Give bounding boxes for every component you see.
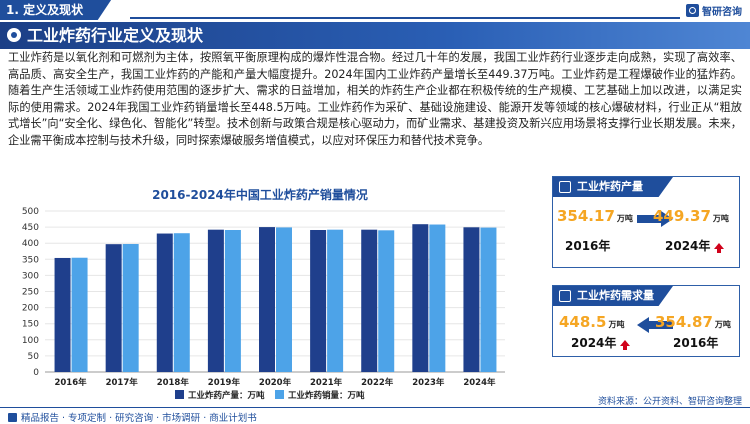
legend-swatch [275, 390, 284, 399]
brand-name: 智研咨询 [702, 7, 742, 18]
bar-sales [480, 227, 497, 372]
footer: 精品报告 · 专项定制 · 研究咨询 · 市场调研 · 商业计划书 资料来源：公… [0, 397, 750, 424]
sales-2016-value: 354.87 万吨 [655, 313, 731, 331]
y-tick-label: 0 [33, 368, 39, 378]
legend-label: 工业炸药销量：万吨 [288, 390, 365, 401]
x-tick-label: 2017年 [106, 377, 139, 388]
bar-production [463, 227, 480, 372]
y-tick-label: 400 [22, 239, 39, 249]
section-header: 1. 定义及现状 智研咨询 [0, 0, 750, 20]
x-tick-label: 2024年 [463, 377, 496, 388]
bar-production [259, 227, 275, 372]
sales-card-title: 工业炸药需求量 [577, 289, 654, 302]
production-2024-value: 449.37 万吨 [653, 207, 729, 225]
footer-left: 精品报告 · 专项定制 · 研究咨询 · 市场调研 · 商业计划书 [8, 410, 257, 424]
factory-icon [559, 181, 571, 193]
production-card-header: 工业炸药产量 [553, 177, 673, 197]
y-tick-label: 300 [22, 271, 39, 281]
chart-icon [559, 290, 571, 302]
report-icon [8, 412, 17, 422]
x-tick-label: 2018年 [157, 377, 190, 388]
bar-production [54, 257, 71, 372]
bar-production [310, 229, 327, 372]
y-tick-label: 500 [22, 207, 39, 217]
bar-sales [327, 229, 344, 372]
production-2024-unit: 万吨 [712, 214, 729, 223]
production-card: 工业炸药产量 354.17 万吨 449.37 万吨 2016年 2024年 [552, 176, 740, 268]
sales-card: 工业炸药需求量 448.5 万吨 354.87 万吨 2024年 2016年 [552, 285, 740, 357]
y-tick-label: 50 [28, 352, 40, 362]
bar-production [156, 233, 173, 372]
x-tick-label: 2021年 [310, 377, 343, 388]
bar-production [361, 229, 378, 372]
y-tick-label: 200 [22, 304, 39, 314]
legend-label: 工业炸药产量：万吨 [188, 390, 265, 401]
sales-right-year: 2016年 [673, 336, 719, 350]
bar-sales [378, 230, 395, 372]
production-left-year: 2016年 [565, 239, 611, 253]
sales-2024-unit: 万吨 [608, 320, 625, 329]
bar-sales [173, 233, 190, 372]
production-sales-chart: 0 50 100 150 200 250 300 350 400 450 500 2016年 2017年… [22, 207, 505, 401]
y-tick-label: 100 [22, 336, 39, 346]
footer-services: 精品报告 · 专项定制 · 研究咨询 · 市场调研 · 商业计划书 [21, 413, 257, 424]
title-bullet-icon [7, 28, 21, 42]
sales-card-header: 工业炸药需求量 [553, 286, 673, 306]
y-tick-label: 150 [22, 320, 39, 330]
bar-production [412, 224, 429, 372]
bar-sales [276, 227, 292, 372]
bar-production [105, 244, 122, 372]
sales-2024-number: 448.5 [559, 313, 607, 331]
x-tick-label: 2020年 [259, 377, 292, 388]
intro-paragraph: 工业炸药是以氧化剂和可燃剂为主体，按照氧平衡原理构成的爆炸性混合物。经过几十年的… [8, 51, 742, 147]
production-2016-number: 354.17 [557, 207, 615, 225]
sales-2016-number: 354.87 [655, 313, 713, 331]
x-tick-label: 2019年 [208, 377, 241, 388]
sales-left-year-wrap: 2024年 [571, 334, 631, 351]
x-tick-label: 2023年 [412, 377, 445, 388]
bar-sales [224, 229, 241, 372]
sales-2016-unit: 万吨 [714, 320, 731, 329]
brand-logo-icon [686, 4, 699, 17]
y-tick-label: 250 [22, 288, 39, 298]
increase-arrow-icon [620, 340, 631, 350]
production-2024-number: 449.37 [653, 207, 711, 225]
y-tick-label: 450 [22, 223, 39, 233]
brand-logo: 智研咨询 [686, 3, 742, 18]
production-card-title: 工业炸药产量 [577, 180, 643, 193]
left-arrow-icon [637, 317, 673, 333]
production-2016-value: 354.17 万吨 [557, 207, 633, 225]
x-tick-label: 2016年 [54, 377, 87, 388]
chart-title: 2016-2024年中国工业炸药产销量情况 [152, 188, 368, 202]
page-title: 工业炸药行业定义及现状 [27, 26, 204, 45]
section-divider [130, 17, 680, 19]
y-tick-label: 350 [22, 255, 39, 265]
increase-arrow-icon [714, 243, 725, 253]
data-source: 资料来源：公开资料、智研咨询整理 [597, 397, 742, 407]
sales-2024-value: 448.5 万吨 [559, 313, 624, 331]
bar-sales [122, 244, 139, 372]
bar-sales [429, 224, 446, 372]
x-tick-label: 2022年 [361, 377, 394, 388]
production-right-year-wrap: 2024年 [665, 237, 725, 254]
title-band: 工业炸药行业定义及现状 [0, 22, 750, 49]
sales-left-year: 2024年 [571, 336, 617, 350]
production-2016-unit: 万吨 [616, 214, 633, 223]
bar-production [207, 229, 224, 372]
legend-swatch [175, 390, 184, 399]
bar-sales [71, 257, 88, 372]
production-right-year: 2024年 [665, 239, 711, 253]
right-arrow-icon [637, 211, 673, 227]
section-label: 1. 定义及现状 [0, 0, 112, 20]
